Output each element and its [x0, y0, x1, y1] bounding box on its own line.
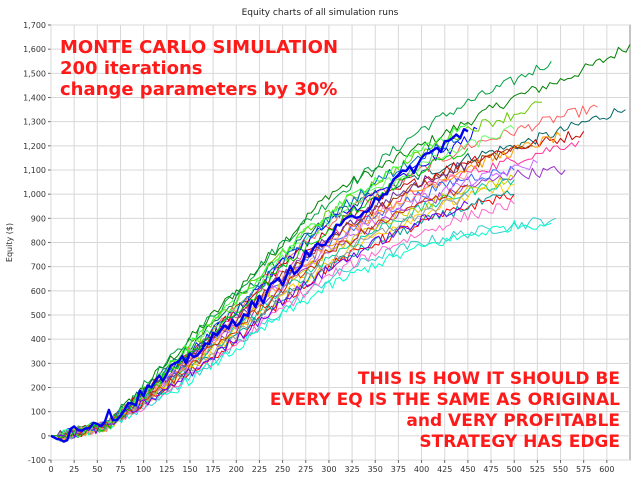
y-tick-label: 600 [31, 287, 46, 296]
y-tick-label: 1,100 [23, 166, 46, 175]
annotation-text: MONTE CARLO SIMULATION [60, 37, 338, 58]
x-tick-label: 600 [599, 465, 614, 474]
x-tick-label: 325 [344, 465, 359, 474]
x-tick-label: 425 [437, 465, 452, 474]
y-tick-label: 1,000 [23, 190, 46, 199]
y-tick-label: 500 [31, 311, 46, 320]
annotation-text: and VERY PROFITABLE [406, 411, 620, 431]
x-tick-label: 500 [507, 465, 522, 474]
y-tick-label: -100 [28, 456, 46, 465]
x-tick-label: 200 [229, 465, 244, 474]
y-tick-label: 1,700 [23, 21, 46, 30]
y-tick-label: 0 [41, 432, 46, 441]
x-tick-label: 450 [460, 465, 475, 474]
x-tick-label: 575 [576, 465, 591, 474]
x-tick-label: 175 [205, 465, 220, 474]
series-line [51, 128, 469, 438]
annotation-text: EVERY EQ IS THE SAME AS ORIGINAL [270, 390, 620, 410]
x-tick-label: 350 [368, 465, 383, 474]
y-tick-label: 1,400 [23, 94, 46, 103]
x-tick-label: 225 [252, 465, 267, 474]
x-tick-label: 275 [298, 465, 313, 474]
y-tick-label: 300 [31, 359, 46, 368]
x-tick-label: 550 [553, 465, 568, 474]
series-line [51, 61, 552, 442]
x-tick-label: 50 [92, 465, 102, 474]
plot-area: -10001002003004005006007008009001,0001,1… [23, 21, 631, 474]
annotation-text: STRATEGY HAS EDGE [419, 432, 620, 452]
annotation-text: THIS IS HOW IT SHOULD BE [358, 369, 620, 389]
y-tick-label: 900 [31, 214, 46, 223]
x-tick-label: 475 [483, 465, 498, 474]
original-series-line [50, 127, 469, 443]
x-tick-label: 75 [115, 465, 125, 474]
x-tick-label: 525 [530, 465, 545, 474]
x-tick-label: 25 [69, 465, 79, 474]
y-tick-label: 1,500 [23, 69, 46, 78]
x-tick-label: 375 [391, 465, 406, 474]
x-tick-label: 100 [136, 465, 151, 474]
x-tick-label: 250 [275, 465, 290, 474]
y-tick-label: 700 [31, 263, 46, 272]
x-tick-label: 0 [48, 465, 53, 474]
y-tick-label: 800 [31, 239, 46, 248]
y-tick-label: 1,300 [23, 118, 46, 127]
y-axis-label: Equity ($) [5, 223, 14, 262]
x-tick-label: 125 [159, 465, 174, 474]
chart-title: Equity charts of all simulation runs [242, 8, 399, 18]
series-line [51, 123, 469, 441]
y-tick-label: 1,600 [23, 45, 46, 54]
annotation-text: change parameters by 30% [60, 79, 337, 100]
x-tick-label: 150 [182, 465, 197, 474]
y-tick-label: 200 [31, 384, 46, 393]
x-tick-label: 400 [414, 465, 429, 474]
x-tick-label: 300 [321, 465, 336, 474]
y-tick-label: 100 [31, 408, 46, 417]
y-tick-label: 1,200 [23, 142, 46, 151]
annotation-text: 200 iterations [60, 58, 203, 79]
y-tick-label: 400 [31, 335, 46, 344]
